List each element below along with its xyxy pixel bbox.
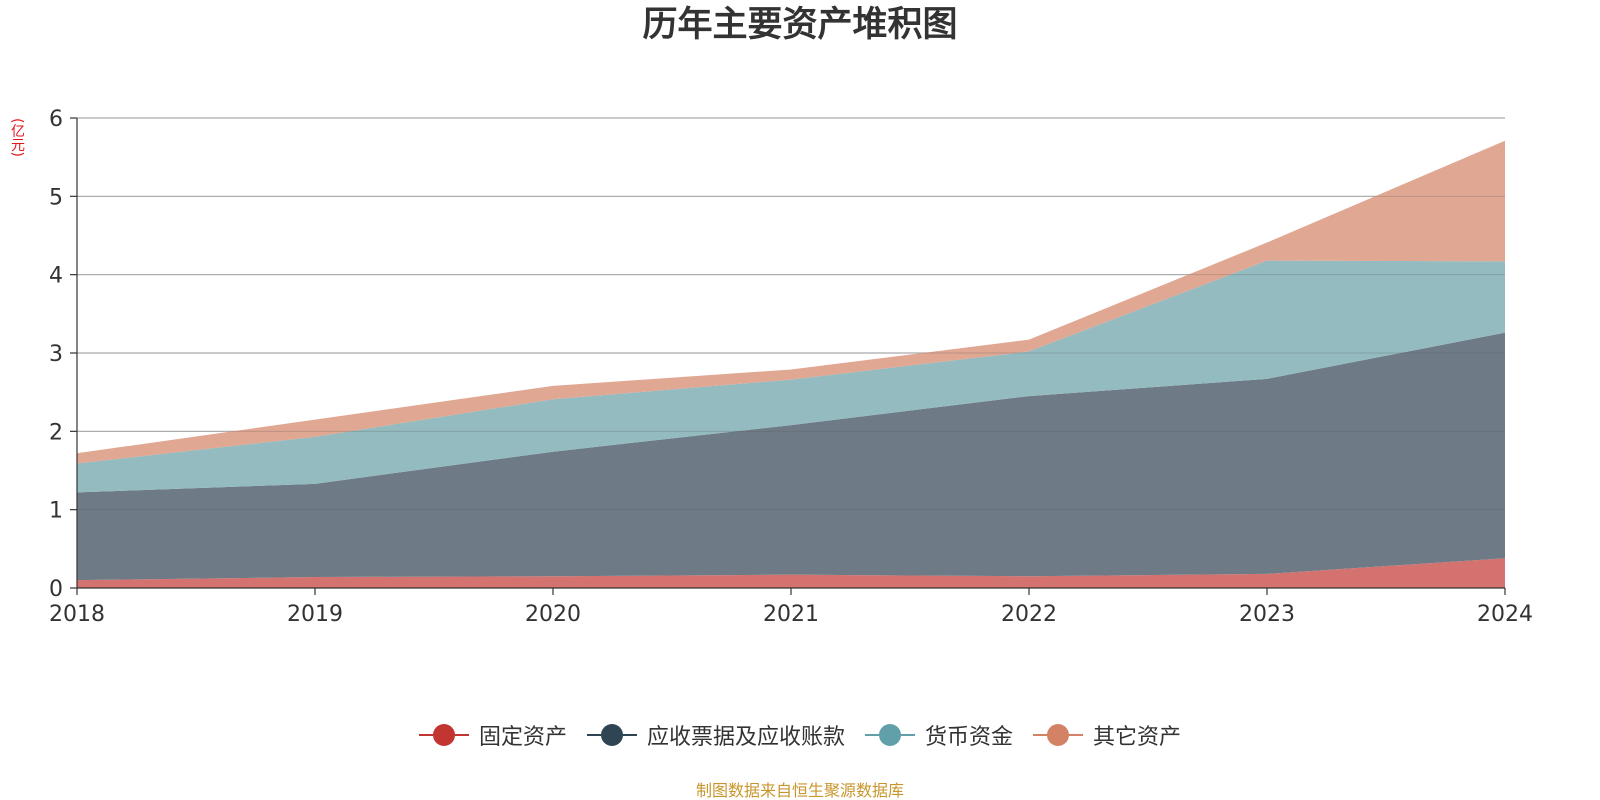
- legend-marker-icon: [586, 724, 637, 746]
- legend: 固定资产 应收票据及应收账款 货币资金 其它资产: [0, 717, 1600, 753]
- area-layer: [77, 117, 1505, 588]
- area-series-0[interactable]: [77, 558, 1505, 588]
- axis-layer: 0 1 2 3 4 5 6 2018 2019 2020 2021 2022 2023 2024: [49, 107, 1533, 627]
- y-tick-label-0: 0: [49, 577, 63, 602]
- y-tick-label-2: 2: [49, 420, 63, 445]
- y-tick-label-4: 4: [49, 264, 63, 289]
- y-tick-label-1: 1: [49, 499, 63, 524]
- y-tick-label-5: 5: [49, 185, 63, 210]
- x-tick-label-6: 2024: [1477, 602, 1533, 627]
- x-tick-label-1: 2019: [287, 602, 343, 627]
- legend-marker-icon: [865, 724, 915, 746]
- x-tick-label-2: 2020: [525, 602, 581, 627]
- legend-label: 固定资产: [478, 725, 567, 750]
- area-series-2[interactable]: [77, 260, 1505, 493]
- legend-marker-icon: [418, 724, 469, 746]
- legend-item-2[interactable]: 货币资金: [865, 719, 1013, 751]
- legend-label: 货币资金: [925, 725, 1014, 750]
- y-tick-label-6: 6: [49, 107, 63, 132]
- y-axis-unit-label: (亿元): [9, 118, 25, 157]
- x-tick-label-4: 2022: [1001, 602, 1057, 627]
- legend-marker-icon: [1033, 724, 1084, 746]
- legend-item-3[interactable]: 其它资产: [1033, 719, 1181, 751]
- legend-item-1[interactable]: 应收票据及应收账款: [586, 719, 845, 751]
- source-note: 制图数据来自恒生聚源数据库: [695, 781, 904, 800]
- chart-title: 历年主要资产堆积图: [642, 5, 958, 45]
- x-tick-label-5: 2023: [1239, 602, 1295, 627]
- legend-label: 应收票据及应收账款: [646, 725, 845, 750]
- legend-label: 其它资产: [1093, 725, 1182, 750]
- area-series-1[interactable]: [77, 332, 1505, 581]
- legend-item-0[interactable]: 固定资产: [418, 719, 567, 751]
- x-tick-label-0: 2018: [49, 602, 105, 627]
- y-tick-label-3: 3: [49, 342, 63, 367]
- x-tick-label-3: 2021: [763, 602, 819, 627]
